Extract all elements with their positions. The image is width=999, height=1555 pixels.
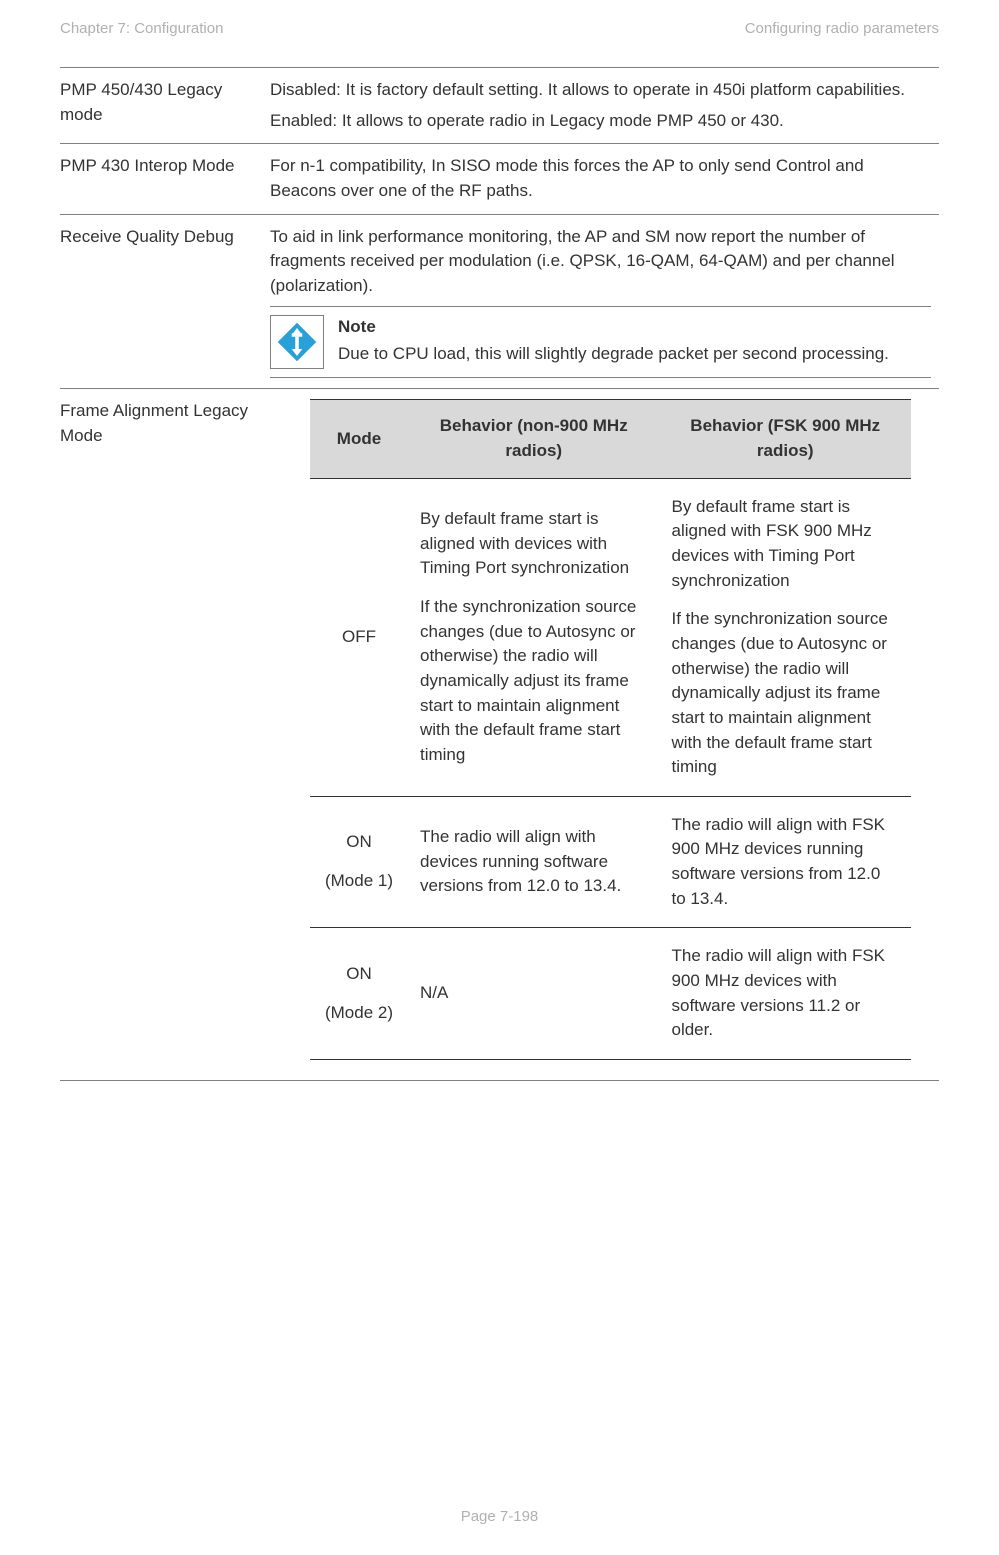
on2-fsk900: The radio will align with FSK 900 MHz de… xyxy=(659,928,911,1060)
bottom-rule xyxy=(60,1080,939,1081)
off-fsk900: By default frame start is aligned with F… xyxy=(659,478,911,796)
row-frame: Frame Alignment Legacy Mode Mode Behavio… xyxy=(60,389,939,1070)
row-on2: ON (Mode 2) N/A The radio will align wit… xyxy=(310,928,911,1060)
rqd-p1: To aid in link performance monitoring, t… xyxy=(270,225,931,299)
pmp450-p1: Disabled: It is factory default setting.… xyxy=(270,78,931,103)
mode-off: OFF xyxy=(310,478,408,796)
params-table: PMP 450/430 Legacy mode Disabled: It is … xyxy=(60,67,939,1070)
on2-m2: (Mode 2) xyxy=(322,1001,396,1026)
mode-on2: ON (Mode 2) xyxy=(310,928,408,1060)
header-left: Chapter 7: Configuration xyxy=(60,20,223,37)
on1-fsk900: The radio will align with FSK 900 MHz de… xyxy=(659,796,911,928)
label-pmp450: PMP 450/430 Legacy mode xyxy=(60,68,270,144)
th-non900: Behavior (non-900 MHz radios) xyxy=(408,400,660,478)
off-non900-b: If the synchronization source changes (d… xyxy=(420,595,648,767)
desc-pmp450: Disabled: It is factory default setting.… xyxy=(270,68,939,144)
label-pmp430: PMP 430 Interop Mode xyxy=(60,144,270,214)
on2-non900: N/A xyxy=(408,928,660,1060)
th-mode: Mode xyxy=(310,400,408,478)
desc-pmp430: For n-1 compatibility, In SISO mode this… xyxy=(270,144,939,214)
label-rqd: Receive Quality Debug xyxy=(60,214,270,389)
off-non900: By default frame start is aligned with d… xyxy=(408,478,660,796)
page-header: Chapter 7: Configuration Configuring rad… xyxy=(60,20,939,37)
row-pmp430: PMP 430 Interop Mode For n-1 compatibili… xyxy=(60,144,939,214)
note-text: Note Due to CPU load, this will slightly… xyxy=(338,315,889,369)
row-pmp450: PMP 450/430 Legacy mode Disabled: It is … xyxy=(60,68,939,144)
label-frame: Frame Alignment Legacy Mode xyxy=(60,389,270,1070)
on1-non900: The radio will align with devices runnin… xyxy=(408,796,660,928)
note-box: Note Due to CPU load, this will slightly… xyxy=(270,306,931,378)
th-fsk900: Behavior (FSK 900 MHz radios) xyxy=(659,400,911,478)
note-icon xyxy=(270,315,324,369)
on1-m2: (Mode 1) xyxy=(322,869,396,894)
on2-m1: ON xyxy=(322,962,396,987)
desc-frame: Mode Behavior (non-900 MHz radios) Behav… xyxy=(270,389,939,1070)
row-off: OFF By default frame start is aligned wi… xyxy=(310,478,911,796)
header-right: Configuring radio parameters xyxy=(745,20,939,37)
desc-rqd: To aid in link performance monitoring, t… xyxy=(270,214,939,389)
mode-table: Mode Behavior (non-900 MHz radios) Behav… xyxy=(310,399,911,1059)
off-fsk900-a: By default frame start is aligned with F… xyxy=(671,495,899,594)
pmp450-p2: Enabled: It allows to operate radio in L… xyxy=(270,109,931,134)
note-body: Due to CPU load, this will slightly degr… xyxy=(338,344,889,363)
page-footer: Page 7-198 xyxy=(0,1508,999,1525)
note-title: Note xyxy=(338,315,889,340)
mode-on1: ON (Mode 1) xyxy=(310,796,408,928)
row-on1: ON (Mode 1) The radio will align with de… xyxy=(310,796,911,928)
on1-m1: ON xyxy=(322,830,396,855)
row-rqd: Receive Quality Debug To aid in link per… xyxy=(60,214,939,389)
off-non900-a: By default frame start is aligned with d… xyxy=(420,507,648,581)
page: Chapter 7: Configuration Configuring rad… xyxy=(0,0,999,1555)
off-fsk900-b: If the synchronization source changes (d… xyxy=(671,607,899,779)
